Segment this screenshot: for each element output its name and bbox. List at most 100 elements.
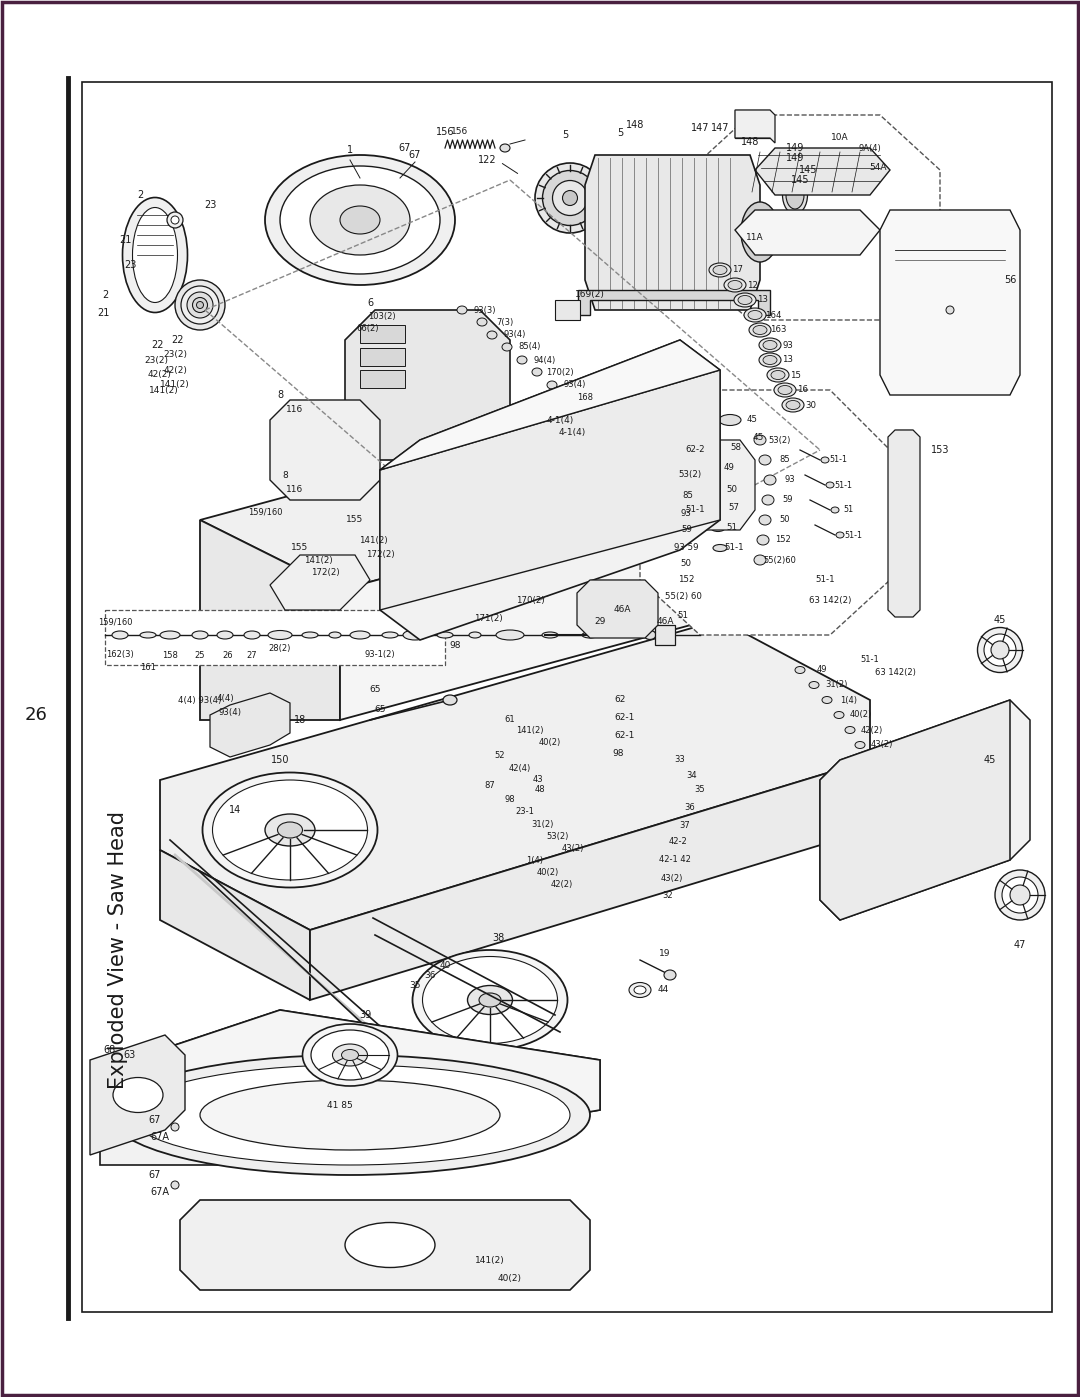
Text: 2: 2 <box>102 291 108 300</box>
Ellipse shape <box>634 986 646 995</box>
Ellipse shape <box>535 163 605 233</box>
Text: 153: 153 <box>931 446 949 455</box>
Text: 51-1: 51-1 <box>815 576 835 584</box>
Text: 149: 149 <box>786 154 805 163</box>
Ellipse shape <box>333 1044 367 1066</box>
Text: 103(2): 103(2) <box>368 312 395 320</box>
Text: 65: 65 <box>375 705 386 714</box>
Text: 19: 19 <box>659 949 671 957</box>
Text: 168: 168 <box>577 393 593 401</box>
Bar <box>360 348 405 366</box>
Ellipse shape <box>821 457 829 462</box>
Ellipse shape <box>403 630 427 640</box>
Ellipse shape <box>728 281 742 289</box>
Text: 62-2: 62-2 <box>685 446 705 454</box>
Text: 67: 67 <box>409 149 421 161</box>
Text: 53(2): 53(2) <box>546 831 569 841</box>
Polygon shape <box>210 693 291 757</box>
Text: 21: 21 <box>119 235 131 244</box>
Ellipse shape <box>629 982 651 997</box>
Text: 148: 148 <box>741 137 759 147</box>
Text: 42(2): 42(2) <box>148 370 172 380</box>
Text: 42(4): 42(4) <box>509 764 531 773</box>
Text: 54A: 54A <box>869 163 887 172</box>
Text: 48: 48 <box>535 785 545 795</box>
Text: 32: 32 <box>663 891 673 901</box>
Polygon shape <box>585 155 760 310</box>
Polygon shape <box>310 760 870 1000</box>
Text: 93: 93 <box>785 475 795 485</box>
Ellipse shape <box>711 524 725 531</box>
Ellipse shape <box>502 344 512 351</box>
Text: 68: 68 <box>104 1045 117 1055</box>
Ellipse shape <box>122 197 188 313</box>
Text: 42(2): 42(2) <box>163 366 187 374</box>
Text: 93 59: 93 59 <box>674 542 699 552</box>
Ellipse shape <box>546 381 557 388</box>
Ellipse shape <box>719 415 741 426</box>
Text: 50: 50 <box>680 559 691 567</box>
Ellipse shape <box>160 631 180 638</box>
Ellipse shape <box>171 1123 179 1132</box>
Polygon shape <box>180 1200 590 1289</box>
Polygon shape <box>270 555 370 610</box>
Ellipse shape <box>995 870 1045 921</box>
Text: 63 142(2): 63 142(2) <box>875 668 916 676</box>
Ellipse shape <box>203 773 378 887</box>
Text: 61: 61 <box>504 715 515 725</box>
Text: 62-1: 62-1 <box>615 732 635 740</box>
Ellipse shape <box>480 993 501 1007</box>
Ellipse shape <box>582 631 598 638</box>
Text: 147: 147 <box>691 123 710 133</box>
Text: 12: 12 <box>747 281 758 289</box>
Bar <box>735 110 770 138</box>
Text: 163: 163 <box>770 326 786 334</box>
Text: 65: 65 <box>369 686 381 694</box>
Ellipse shape <box>764 475 777 485</box>
Polygon shape <box>888 430 920 617</box>
Polygon shape <box>820 700 1010 921</box>
Text: 36: 36 <box>685 802 696 812</box>
Text: 49: 49 <box>816 665 827 675</box>
Ellipse shape <box>278 821 302 838</box>
Text: 40: 40 <box>440 961 450 970</box>
Ellipse shape <box>991 641 1009 659</box>
Text: 98: 98 <box>449 640 461 650</box>
Bar <box>105 610 445 665</box>
Text: 43(2): 43(2) <box>661 873 684 883</box>
Ellipse shape <box>192 631 208 638</box>
Text: 26: 26 <box>25 705 48 724</box>
Ellipse shape <box>310 184 410 256</box>
Ellipse shape <box>311 1030 389 1080</box>
Ellipse shape <box>771 370 785 380</box>
Text: 25: 25 <box>194 651 205 659</box>
Ellipse shape <box>734 293 756 307</box>
Text: 35: 35 <box>409 981 421 989</box>
Ellipse shape <box>457 306 467 314</box>
Text: 67A: 67A <box>150 1187 170 1197</box>
Ellipse shape <box>753 326 767 334</box>
Polygon shape <box>735 110 775 142</box>
Text: 56: 56 <box>1003 275 1016 285</box>
Ellipse shape <box>213 780 367 880</box>
Text: 116: 116 <box>286 486 303 495</box>
Text: 150: 150 <box>271 754 289 766</box>
Ellipse shape <box>762 495 774 504</box>
Polygon shape <box>100 1010 600 1165</box>
Text: 141(2): 141(2) <box>516 725 543 735</box>
Ellipse shape <box>133 208 177 303</box>
Polygon shape <box>160 849 310 1000</box>
Bar <box>555 300 580 320</box>
Text: 45: 45 <box>746 415 757 425</box>
Ellipse shape <box>783 176 808 214</box>
Ellipse shape <box>713 265 727 274</box>
Ellipse shape <box>542 170 597 225</box>
Ellipse shape <box>469 631 481 638</box>
Text: 45: 45 <box>984 754 996 766</box>
Ellipse shape <box>708 263 731 277</box>
Ellipse shape <box>786 401 800 409</box>
Text: 67A: 67A <box>150 1132 170 1141</box>
Text: 172(2): 172(2) <box>366 550 394 560</box>
Text: 141(2): 141(2) <box>303 556 333 564</box>
Ellipse shape <box>713 545 727 552</box>
